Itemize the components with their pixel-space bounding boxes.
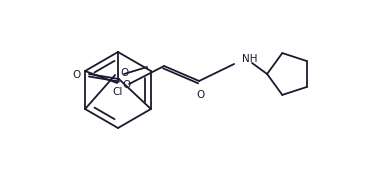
Text: O: O [120, 68, 128, 78]
Text: O: O [122, 80, 130, 90]
Text: Cl: Cl [113, 87, 123, 97]
Text: NH: NH [242, 54, 257, 64]
Text: O: O [196, 90, 204, 100]
Text: O: O [73, 70, 81, 80]
